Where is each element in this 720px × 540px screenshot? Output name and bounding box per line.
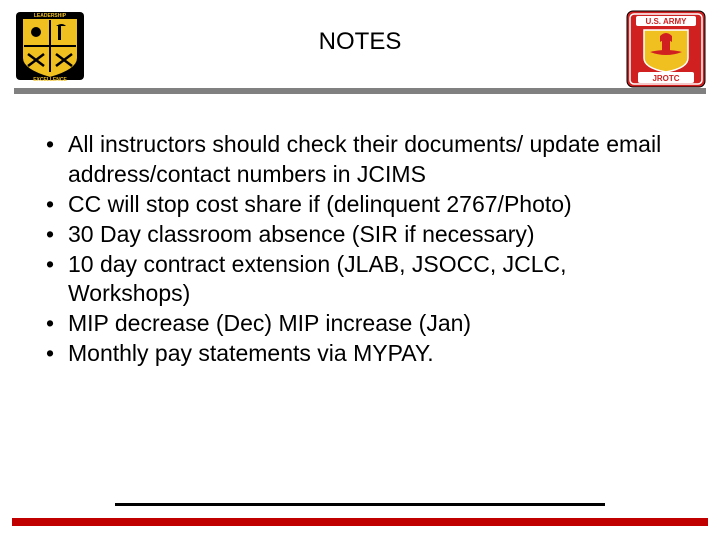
- army-badge-icon: U.S. ARMY JROTC: [626, 10, 706, 88]
- us-army-jrotc-logo: U.S. ARMY JROTC: [626, 10, 706, 88]
- badge-top-label: U.S. ARMY: [645, 17, 687, 26]
- list-item: 30 Day classroom absence (SIR if necessa…: [44, 220, 676, 250]
- slide-title: NOTES: [0, 28, 720, 56]
- header-divider: [14, 88, 706, 94]
- footer-divider-red: [12, 518, 708, 526]
- notes-list: All instructors should check their docum…: [44, 130, 676, 369]
- list-item: 10 day contract extension (JLAB, JSOCC, …: [44, 250, 676, 310]
- list-item: Monthly pay statements via MYPAY.: [44, 339, 676, 369]
- list-item: MIP decrease (Dec) MIP increase (Jan): [44, 309, 676, 339]
- list-item: CC will stop cost share if (delinquent 2…: [44, 190, 676, 220]
- svg-text:LEADERSHIP: LEADERSHIP: [34, 13, 67, 19]
- slide-header: LEADERSHIP EXCELLENCE NOTES U.S. ARMY JR…: [0, 0, 720, 95]
- list-item: All instructors should check their docum…: [44, 130, 676, 190]
- slide-body: All instructors should check their docum…: [44, 130, 676, 369]
- footer-divider-black: [115, 503, 605, 506]
- svg-text:EXCELLENCE: EXCELLENCE: [33, 77, 67, 82]
- badge-bottom-label: JROTC: [652, 74, 679, 83]
